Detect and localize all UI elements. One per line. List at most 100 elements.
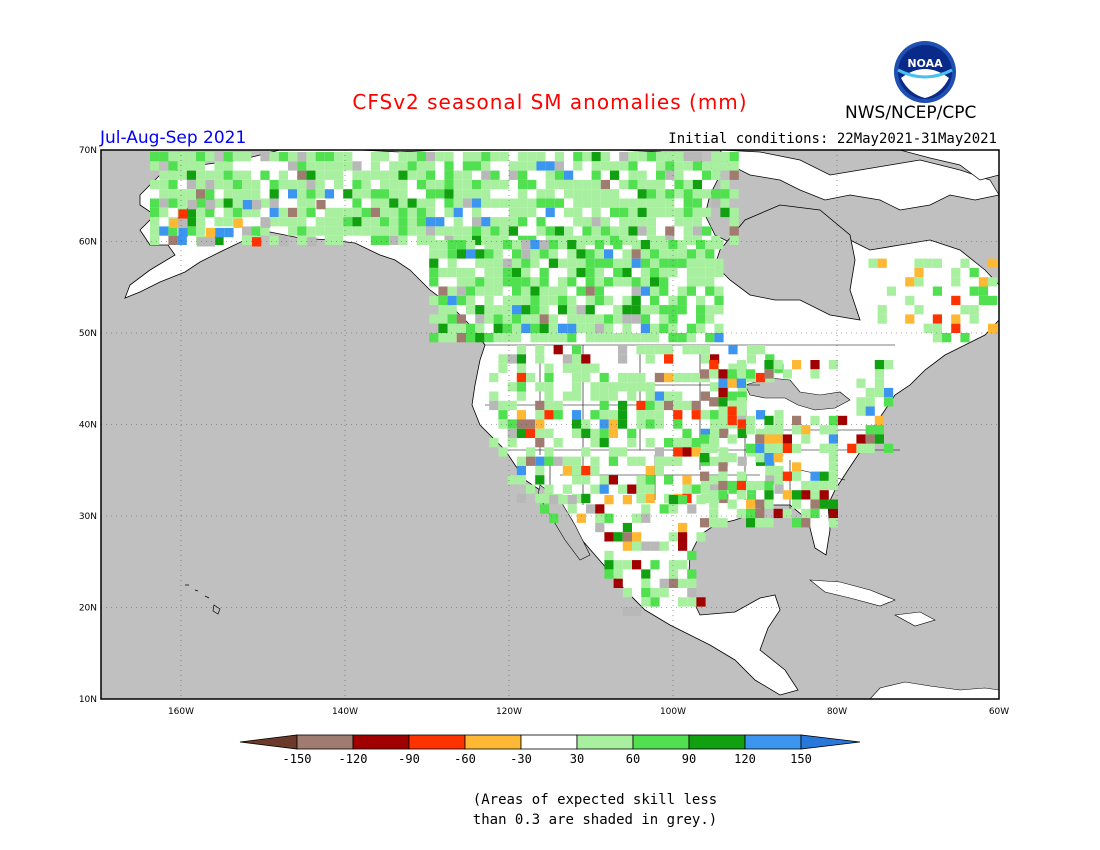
anomaly-cell: [782, 443, 792, 453]
anomaly-cell: [613, 305, 623, 315]
anomaly-cell: [604, 495, 614, 505]
anomaly-cell: [269, 217, 279, 227]
anomaly-cell: [398, 226, 408, 236]
anomaly-cell: [637, 226, 647, 236]
anomaly-cell: [978, 277, 988, 287]
anomaly-cell: [711, 161, 721, 171]
anomaly-cell: [711, 152, 721, 162]
anomaly-cell: [622, 532, 632, 542]
anomaly-cell: [700, 410, 710, 420]
anomaly-cell: [674, 152, 684, 162]
anomaly-cell: [678, 560, 688, 570]
anomaly-cell: [453, 179, 463, 190]
anomaly-cell: [306, 226, 316, 236]
anomaly-cell: [640, 323, 650, 333]
anomaly-cell: [673, 400, 683, 411]
anomaly-cell: [687, 550, 697, 561]
anomaly-cell: [521, 314, 531, 324]
anomaly-cell: [718, 471, 728, 481]
anomaly-cell: [718, 387, 728, 398]
anomaly-cell: [586, 504, 596, 514]
anomaly-cell: [438, 286, 448, 296]
anomaly-cell: [549, 513, 559, 523]
anomaly-cell: [475, 314, 485, 324]
anomaly-cell: [507, 438, 517, 448]
anomaly-cell: [856, 406, 866, 416]
legend-box: [296, 734, 354, 750]
anomaly-cell: [600, 179, 610, 190]
anomaly-cell: [714, 258, 724, 268]
anomaly-cell: [398, 179, 408, 190]
anomaly-cell: [714, 333, 724, 343]
anomaly-cell: [988, 323, 998, 333]
anomaly-cell: [521, 305, 531, 315]
anomaly-cell: [640, 286, 650, 296]
anomaly-cell: [516, 372, 526, 383]
anomaly-cell: [489, 391, 499, 401]
anomaly-cell: [683, 207, 693, 218]
anomaly-cell: [554, 170, 564, 180]
anomaly-cell: [426, 226, 436, 236]
anomaly-cell: [168, 170, 178, 180]
anomaly-cell: [646, 179, 656, 190]
anomaly-cell: [518, 217, 528, 227]
anomaly-cell: [554, 152, 564, 162]
anomaly-cell: [582, 189, 592, 199]
anomaly-cell: [729, 226, 739, 236]
anomaly-cell: [426, 179, 436, 190]
anomaly-cell: [590, 382, 600, 392]
anomaly-cell: [576, 249, 586, 259]
anomaly-cell: [801, 434, 811, 444]
anomaly-cell: [518, 152, 528, 162]
anomaly-cell: [150, 235, 160, 245]
anomaly-cell: [856, 443, 866, 453]
anomaly-cell: [567, 267, 577, 278]
anomaly-cell: [668, 569, 678, 579]
anomaly-cell: [498, 354, 508, 364]
anomaly-cell: [512, 295, 522, 306]
anomaly-cell: [874, 425, 884, 435]
anomaly-cell: [196, 179, 206, 190]
anomaly-cell: [664, 354, 674, 364]
anomaly-cell: [389, 207, 399, 218]
anomaly-cell: [774, 484, 784, 494]
anomaly-cell: [516, 493, 526, 504]
anomaly-cell: [206, 237, 216, 247]
anomaly-cell: [223, 198, 233, 208]
anomaly-cell: [692, 217, 702, 227]
anomaly-cell: [665, 161, 675, 171]
anomaly-cell: [631, 249, 641, 259]
anomaly-cell: [444, 161, 454, 171]
anomaly-cell: [764, 425, 774, 435]
anomaly-cell: [677, 286, 687, 296]
anomaly-cell: [380, 170, 390, 180]
anomaly-cell: [489, 400, 499, 411]
legend-tick-label: -30: [510, 752, 532, 766]
anomaly-cell: [637, 189, 647, 199]
anomaly-cell: [599, 428, 609, 438]
anomaly-cell: [654, 419, 664, 429]
anomaly-cell: [484, 267, 494, 278]
anomaly-cell: [622, 333, 632, 343]
anomaly-cell: [573, 198, 583, 208]
anomaly-cell: [530, 295, 540, 306]
lat-label: 40N: [79, 421, 97, 431]
anomaly-cell: [481, 217, 491, 227]
anomaly-cell: [594, 249, 604, 259]
anomaly-cell: [526, 428, 536, 438]
anomaly-cell: [656, 198, 666, 208]
anomaly-cell: [389, 235, 399, 245]
anomaly-cell: [502, 295, 512, 306]
anomaly-cell: [755, 480, 765, 491]
anomaly-cell: [764, 369, 774, 379]
anomaly-cell: [572, 428, 582, 438]
anomaly-cell: [475, 323, 485, 333]
anomaly-cell: [604, 513, 614, 523]
anomaly-cell: [456, 249, 466, 259]
anomaly-cell: [632, 513, 642, 523]
anomaly-cell: [746, 425, 756, 435]
anomaly-cell: [696, 597, 706, 607]
anomaly-cell: [581, 363, 591, 373]
anomaly-cell: [610, 189, 620, 199]
anomaly-cell: [544, 382, 554, 392]
